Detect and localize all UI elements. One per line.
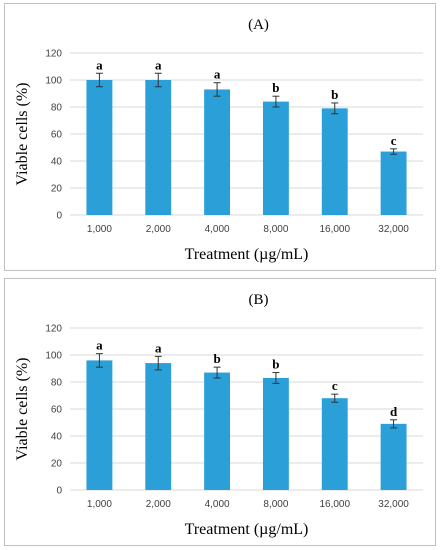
chart-panel-a: (A) 0 20 40 60 80 100 120 a 1,000 a 2,000 a 4,000 b 8,0… — [4, 3, 436, 271]
bar — [380, 423, 407, 490]
chart-title: (A) — [248, 17, 269, 33]
bar — [86, 80, 113, 215]
bar-chart-a: (A) 0 20 40 60 80 100 120 a 1,000 a 2,000 a 4,000 b 8,0… — [14, 17, 423, 263]
x-tick-label: 2,000 — [146, 499, 171, 510]
bar — [145, 80, 172, 215]
significance-label: b — [331, 87, 338, 102]
y-axis-label: Viable cells (%) — [14, 358, 31, 461]
y-tick-label: 20 — [51, 184, 63, 195]
x-tick-label: 32,000 — [378, 499, 409, 510]
significance-label: a — [96, 338, 103, 353]
x-axis-label: Treatment (µg/mL) — [185, 521, 309, 538]
significance-label: a — [155, 340, 162, 355]
bar — [380, 151, 407, 215]
y-tick-label: 120 — [45, 49, 62, 60]
bar — [204, 89, 231, 215]
y-tick-label: 80 — [51, 103, 63, 114]
bar — [321, 398, 348, 490]
y-tick-label: 0 — [56, 211, 62, 222]
chart-panel-b: (B) 0 20 40 60 80 100 120 a 1,000 a 2,000 b 4,000 b 8,0… — [4, 278, 436, 546]
x-tick-label: 4,000 — [205, 224, 230, 235]
x-tick-label: 16,000 — [319, 224, 350, 235]
significance-label: a — [155, 57, 162, 72]
y-tick-label: 120 — [45, 324, 62, 335]
y-tick-label: 100 — [45, 76, 62, 87]
y-tick-label: 80 — [51, 378, 63, 389]
y-axis-label: Viable cells (%) — [14, 83, 31, 186]
y-tick-label: 0 — [56, 486, 62, 497]
y-tick-label: 40 — [51, 157, 63, 168]
x-tick-label: 8,000 — [263, 499, 288, 510]
y-tick-label: 20 — [51, 459, 63, 470]
bar — [145, 363, 172, 490]
y-tick-label: 100 — [45, 351, 62, 362]
chart-title: (B) — [249, 292, 269, 308]
y-tick-label: 60 — [51, 405, 63, 416]
significance-label: b — [213, 351, 220, 366]
x-tick-label: 1,000 — [87, 499, 112, 510]
significance-label: a — [214, 67, 221, 82]
bar-chart-b: (B) 0 20 40 60 80 100 120 a 1,000 a 2,000 b 4,000 b 8,0… — [14, 292, 423, 538]
x-axis-label: Treatment (µg/mL) — [185, 246, 309, 263]
bar — [204, 372, 231, 490]
bar — [321, 108, 348, 215]
x-tick-label: 16,000 — [319, 499, 350, 510]
x-tick-label: 1,000 — [87, 224, 112, 235]
significance-label: b — [272, 80, 279, 95]
y-tick-label: 60 — [51, 130, 63, 141]
x-tick-label: 32,000 — [378, 224, 409, 235]
y-tick-label: 40 — [51, 432, 63, 443]
x-tick-label: 4,000 — [205, 499, 230, 510]
significance-label: a — [96, 57, 103, 72]
significance-label: c — [332, 378, 338, 393]
significance-label: c — [391, 133, 397, 148]
bar — [262, 377, 289, 490]
bar — [86, 360, 113, 490]
x-tick-label: 8,000 — [263, 224, 288, 235]
significance-label: d — [390, 404, 398, 419]
significance-label: b — [272, 357, 279, 372]
bar — [262, 101, 289, 215]
x-tick-label: 2,000 — [146, 224, 171, 235]
